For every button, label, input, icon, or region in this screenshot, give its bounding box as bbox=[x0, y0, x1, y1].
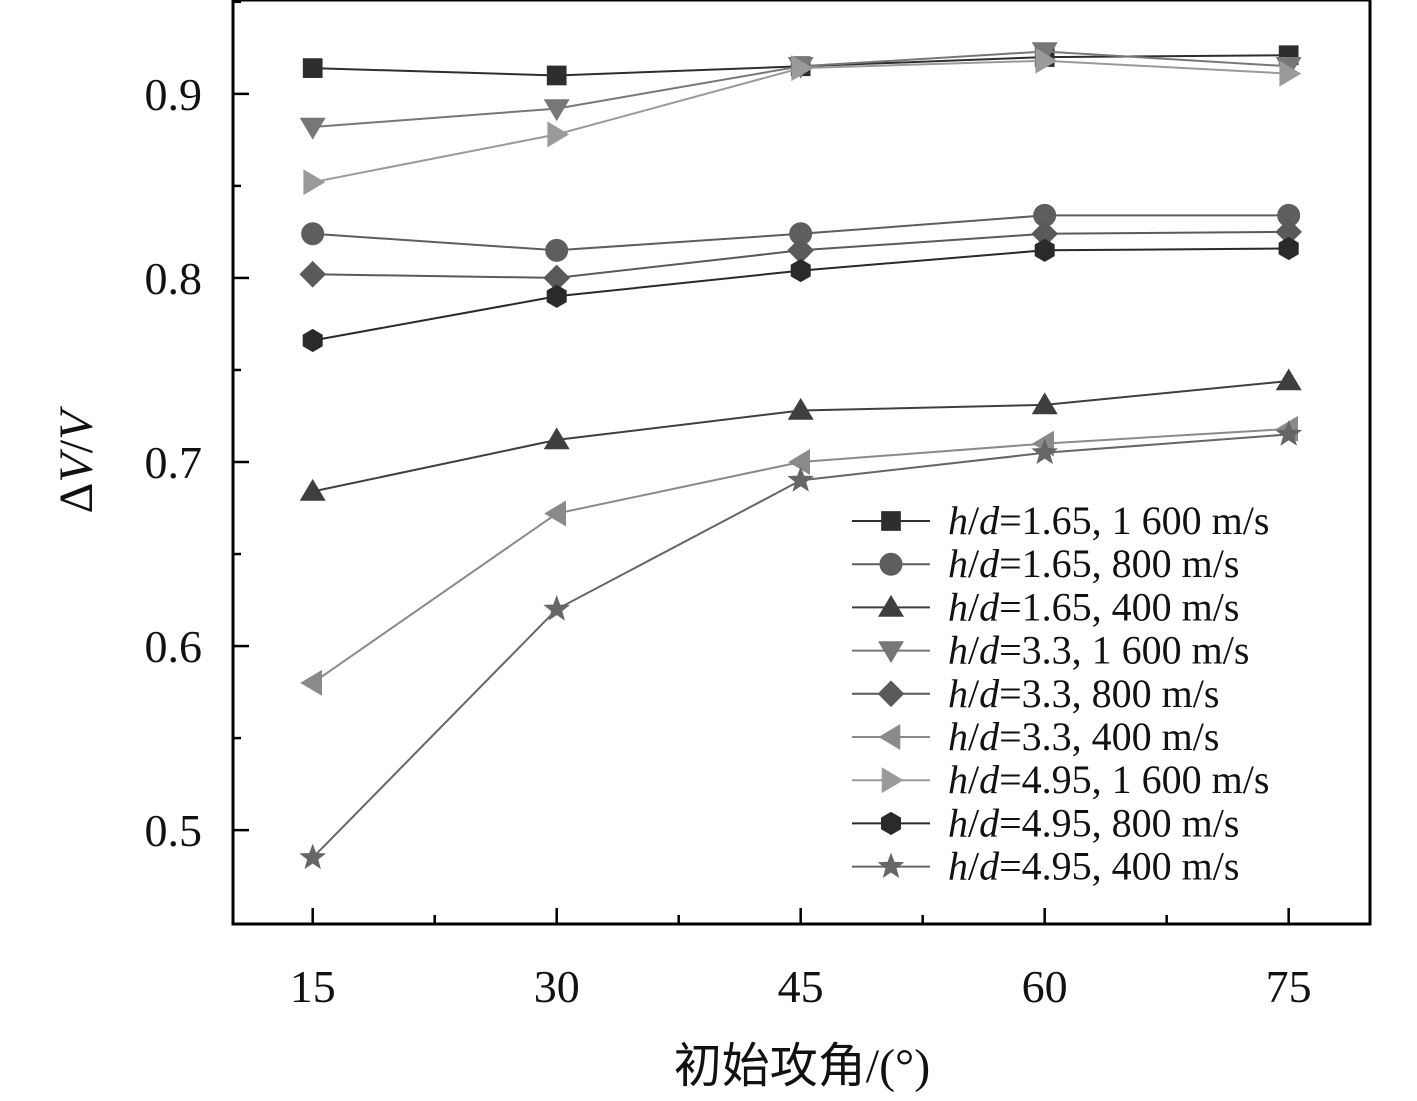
data-point bbox=[547, 121, 570, 148]
data-point bbox=[543, 427, 570, 450]
y-tick-label: 0.6 bbox=[145, 621, 203, 672]
x-axis-title: 初始攻角/(°) bbox=[674, 1040, 931, 1093]
x-tick-label: 45 bbox=[778, 961, 824, 1012]
data-point bbox=[302, 58, 323, 78]
series-7 bbox=[303, 47, 1302, 196]
data-point bbox=[1278, 236, 1299, 261]
legend-entry: h/d=1.65, 1 600 m/s bbox=[852, 498, 1269, 543]
data-point bbox=[543, 99, 570, 122]
x-tick-label: 15 bbox=[290, 961, 336, 1012]
legend-label: h/d=3.3, 1 600 m/s bbox=[948, 628, 1249, 673]
series-8 bbox=[302, 236, 1299, 353]
legend-label: h/d=4.95, 400 m/s bbox=[948, 844, 1239, 889]
data-point bbox=[1031, 392, 1058, 415]
series-9 bbox=[299, 420, 1303, 870]
y-axis-title: ΔV/V bbox=[50, 406, 103, 514]
legend-marker bbox=[879, 552, 903, 576]
ticks-layer: 15 30 45 60 75 0.5 0.6 0.7 0.8 0.9 bbox=[145, 0, 1312, 1012]
legend-entry: h/d=3.3, 1 600 m/s bbox=[852, 628, 1249, 673]
data-point bbox=[1275, 420, 1303, 446]
data-point bbox=[788, 449, 810, 475]
legend-label: h/d=4.95, 1 600 m/s bbox=[948, 757, 1269, 802]
data-point bbox=[299, 478, 326, 501]
data-point bbox=[300, 669, 322, 696]
legend-label: h/d=1.65, 400 m/s bbox=[948, 584, 1239, 629]
legend-label: h/d=4.95, 800 m/s bbox=[948, 800, 1239, 845]
legend-entry: h/d=4.95, 800 m/s bbox=[852, 800, 1239, 845]
data-point bbox=[787, 397, 814, 420]
legend-label: h/d=3.3, 400 m/s bbox=[948, 714, 1219, 759]
legend-label: h/d=1.65, 1 600 m/s bbox=[948, 498, 1269, 543]
data-point bbox=[1031, 438, 1059, 465]
series-2 bbox=[301, 203, 1301, 262]
legend-label: h/d=3.3, 800 m/s bbox=[948, 671, 1219, 716]
legend: h/d=1.65, 1 600 m/sh/d=1.65, 800 m/sh/d=… bbox=[852, 498, 1269, 889]
legend-marker bbox=[878, 724, 901, 750]
series-4 bbox=[299, 42, 1302, 140]
data-point bbox=[546, 284, 567, 308]
legend-entry: h/d=1.65, 800 m/s bbox=[852, 541, 1239, 586]
data-point bbox=[299, 117, 326, 140]
legend-marker bbox=[881, 767, 904, 794]
data-point bbox=[1034, 238, 1055, 262]
data-point bbox=[791, 55, 814, 82]
data-point bbox=[543, 595, 571, 621]
x-tick-label: 60 bbox=[1022, 961, 1068, 1012]
legend-marker bbox=[878, 594, 904, 617]
legend-entry: h/d=4.95, 1 600 m/s bbox=[852, 757, 1269, 802]
data-point bbox=[302, 328, 323, 353]
series-3 bbox=[299, 368, 1302, 501]
data-point bbox=[545, 238, 569, 262]
x-tick-label: 30 bbox=[534, 961, 580, 1012]
legend-marker bbox=[877, 680, 905, 708]
data-point bbox=[787, 466, 815, 492]
data-point bbox=[1275, 368, 1302, 391]
y-tick-label: 0.8 bbox=[145, 253, 203, 304]
x-tick-label: 75 bbox=[1266, 961, 1312, 1012]
data-point bbox=[299, 260, 327, 288]
legend-entry: h/d=4.95, 400 m/s bbox=[852, 844, 1239, 889]
y-tick-label: 0.9 bbox=[145, 69, 203, 120]
legend-label: h/d=1.65, 800 m/s bbox=[948, 541, 1239, 586]
data-point bbox=[544, 500, 566, 527]
data-point bbox=[790, 259, 811, 283]
data-point bbox=[303, 169, 326, 196]
legend-entry: h/d=1.65, 400 m/s bbox=[852, 584, 1239, 629]
data-point bbox=[301, 222, 325, 246]
legend-marker bbox=[881, 511, 901, 531]
legend-marker bbox=[877, 852, 905, 878]
legend-entry: h/d=3.3, 400 m/s bbox=[852, 714, 1219, 759]
data-point bbox=[299, 843, 327, 870]
series-line bbox=[312, 59, 1289, 184]
data-point bbox=[546, 65, 567, 86]
y-tick-label: 0.5 bbox=[145, 805, 203, 856]
legend-entry: h/d=3.3, 800 m/s bbox=[852, 671, 1219, 716]
y-tick-label: 0.7 bbox=[145, 437, 203, 488]
legend-marker bbox=[881, 811, 901, 835]
data-point bbox=[1279, 60, 1302, 87]
data-point bbox=[1035, 47, 1058, 74]
legend-marker bbox=[878, 641, 904, 664]
series-5 bbox=[299, 218, 1303, 292]
series-layer bbox=[299, 42, 1303, 870]
